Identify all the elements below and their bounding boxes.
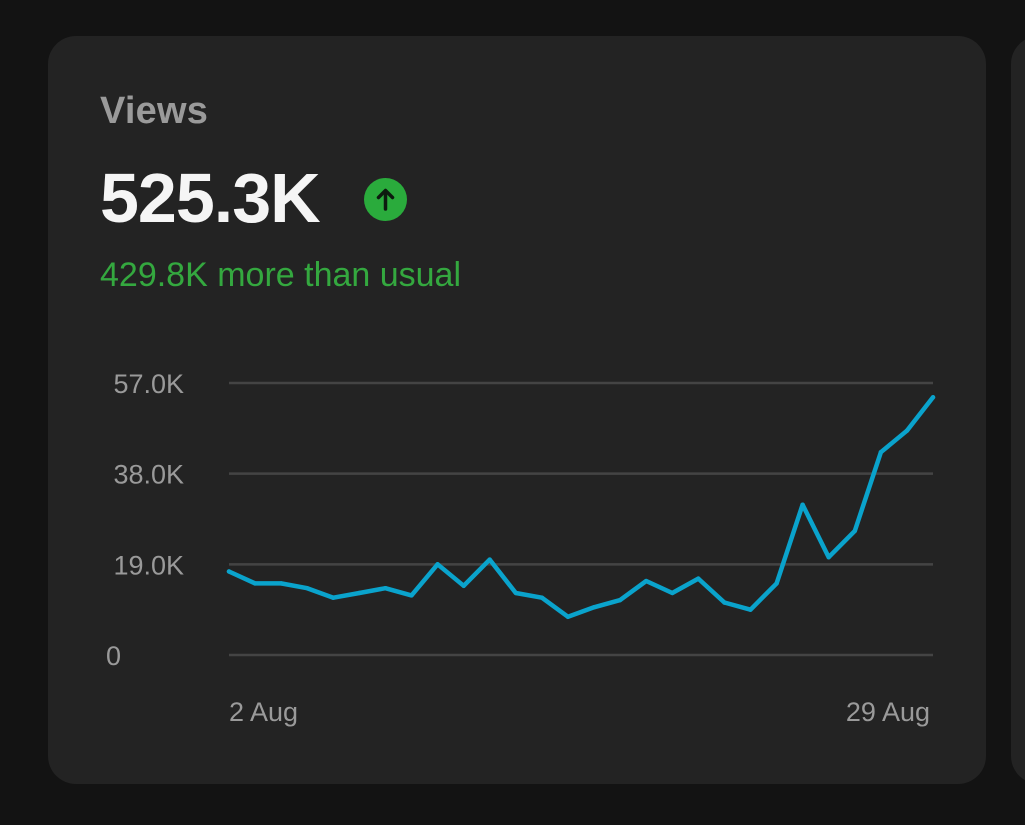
data-point	[539, 595, 545, 600]
arrow-up-circle-icon	[364, 178, 407, 221]
y-tick-label: 0	[106, 641, 121, 671]
data-point	[435, 562, 440, 567]
y-axis-labels: 0 19.0K 38.0K 57.0K	[106, 369, 184, 671]
data-point	[252, 581, 258, 586]
data-point	[748, 607, 753, 612]
data-point	[643, 578, 649, 584]
data-point	[800, 502, 805, 507]
data-point	[826, 554, 831, 560]
views-total: 525.3K	[100, 159, 321, 237]
next-card-edge[interactable]	[1011, 36, 1025, 784]
data-point	[852, 528, 857, 534]
delta-text: 429.8K more than usual	[100, 256, 462, 294]
views-series-line	[226, 395, 936, 620]
data-point	[591, 605, 597, 610]
data-point	[461, 583, 466, 589]
data-point	[305, 585, 310, 591]
x-tick-label-start: 2 Aug	[229, 697, 298, 727]
data-point	[383, 585, 388, 591]
chart-gridlines	[229, 381, 933, 657]
data-point	[722, 600, 727, 605]
data-point	[878, 449, 884, 455]
x-tick-label-end: 29 Aug	[846, 697, 930, 727]
data-point	[670, 590, 675, 596]
data-point	[409, 593, 414, 598]
card-title: Views	[100, 90, 209, 132]
data-point	[617, 597, 623, 603]
x-axis-labels: 2 Aug 29 Aug	[229, 697, 930, 727]
views-card	[48, 36, 986, 784]
y-tick-label: 57.0K	[113, 369, 184, 399]
data-point	[930, 395, 936, 400]
series-points	[226, 395, 936, 620]
data-point	[565, 614, 571, 620]
y-tick-label: 38.0K	[113, 460, 184, 490]
data-point	[487, 557, 492, 562]
data-point	[226, 569, 232, 574]
data-point	[513, 590, 519, 596]
data-point	[696, 576, 701, 581]
data-point	[331, 595, 336, 600]
arrow-up-icon	[376, 188, 395, 211]
data-point	[357, 590, 362, 596]
data-point	[774, 581, 779, 586]
y-tick-label: 19.0K	[113, 550, 184, 580]
data-point	[278, 581, 284, 586]
data-point	[904, 428, 910, 433]
